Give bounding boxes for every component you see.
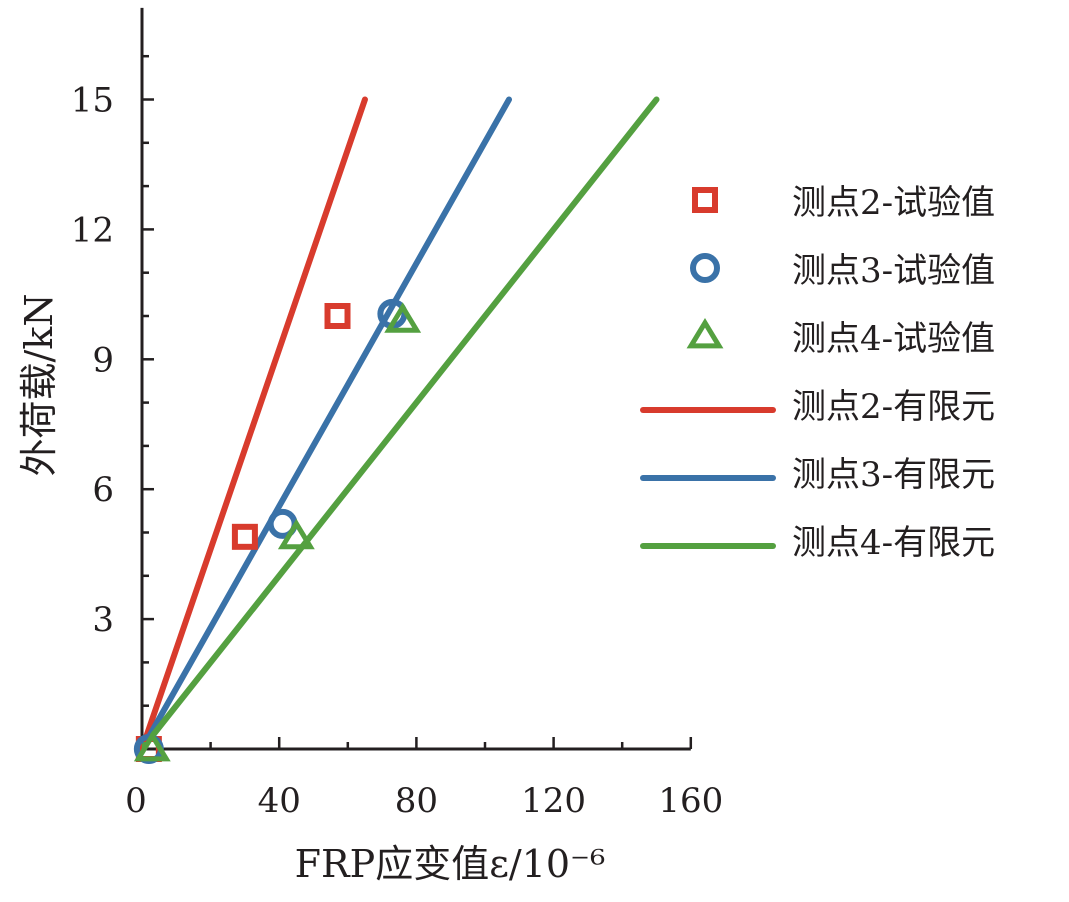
x-tick-label: 120 — [521, 781, 586, 821]
legend-label: 测点4-有限元 — [792, 523, 995, 563]
x-tick-label: 40 — [258, 781, 301, 821]
y-tick-label: 15 — [71, 81, 114, 121]
legend-label: 测点3-有限元 — [792, 455, 995, 495]
legend-label: 测点2-试验值 — [792, 183, 995, 223]
legend-marker-square — [692, 187, 718, 213]
x-tick-label: 160 — [658, 781, 723, 821]
legend-marker-triangle — [686, 317, 724, 349]
data-point-square — [324, 303, 351, 329]
x-axis-title: FRP应变值ε/10⁻⁶ — [295, 842, 606, 886]
x-tick-label: 0 — [125, 781, 147, 821]
x-tick-label: 80 — [395, 781, 438, 821]
y-tick-label: 6 — [92, 470, 114, 510]
legend: 测点2-试验值测点3-试验值测点4-试验值测点2-有限元测点3-有限元测点4-有… — [640, 183, 995, 563]
y-tick-label: 3 — [92, 600, 114, 640]
legend-label: 测点2-有限元 — [792, 387, 995, 427]
series-line — [139, 96, 368, 752]
y-tick-label: 12 — [71, 210, 114, 250]
legend-label: 测点3-试验值 — [792, 251, 995, 291]
data-point-triangle — [384, 302, 422, 333]
series-line — [139, 96, 660, 752]
plot-area — [133, 96, 660, 764]
data-point-triangle — [277, 518, 315, 550]
y-tick-label: 9 — [92, 340, 114, 380]
legend-marker-circle — [690, 253, 720, 283]
y-axis-title: 外荷载/kN — [17, 293, 61, 476]
axes: 3 6 9 12 15 0 40 80 120 160 — [71, 7, 723, 821]
legend-label: 测点4-试验值 — [792, 319, 995, 359]
data-point-triangle — [133, 730, 171, 762]
series-line — [139, 96, 513, 752]
data-point-square — [231, 523, 258, 550]
